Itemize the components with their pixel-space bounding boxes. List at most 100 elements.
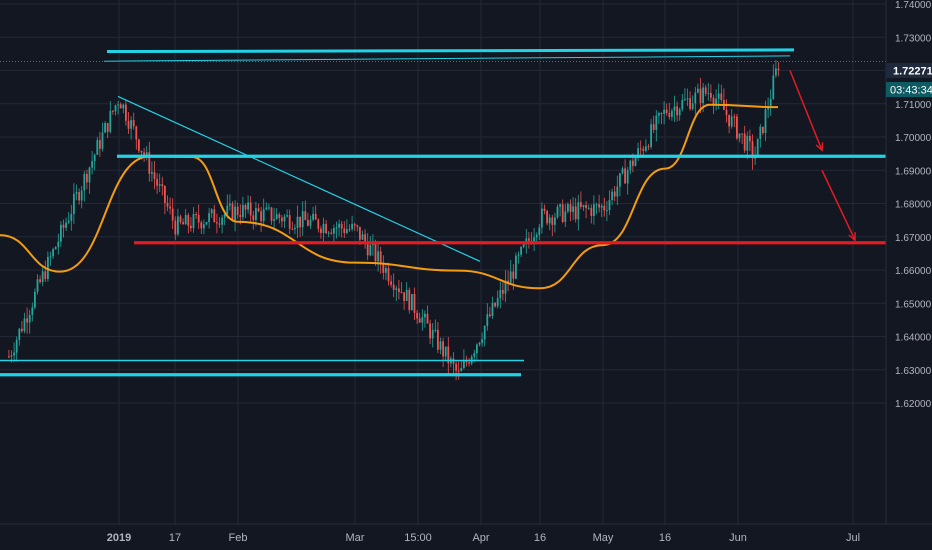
price-tick-label: 1.69000 (895, 166, 932, 177)
candle-body (36, 279, 39, 292)
candle-body (676, 106, 678, 116)
candle-body (600, 205, 603, 208)
candle-body (460, 368, 463, 372)
candle-body (288, 215, 291, 229)
candle-body (273, 219, 275, 221)
candle-body (145, 152, 148, 156)
projection-arrow-shaft[interactable] (789, 70, 823, 151)
candle-body (598, 204, 600, 208)
candle-body (320, 228, 322, 233)
channel-line[interactable] (103, 55, 791, 62)
candle-body (603, 205, 606, 211)
candle-body (533, 237, 535, 244)
time-tick-label: 15:00 (404, 532, 432, 544)
candle-body (93, 154, 96, 162)
candle-body (725, 109, 728, 115)
candle-body (255, 208, 257, 221)
candle-body (309, 219, 312, 226)
candle-body (353, 223, 356, 226)
candle-body (416, 312, 418, 319)
candle-body (99, 140, 101, 149)
candle-body (400, 292, 403, 294)
candle-body (374, 243, 377, 262)
candle-body (395, 288, 398, 290)
candle-body (686, 98, 689, 100)
candle-body (369, 245, 372, 256)
candle-body (286, 215, 288, 217)
candle-body (777, 68, 780, 71)
candle-body (179, 216, 182, 223)
channel-line[interactable] (106, 48, 795, 54)
candle-body (158, 184, 161, 186)
candle-body (34, 291, 36, 308)
candle-body (704, 87, 707, 94)
candle-body (437, 329, 439, 350)
candle-body (307, 220, 309, 226)
candle-body (104, 123, 106, 133)
candle-body (151, 172, 153, 174)
candle-body (317, 219, 320, 229)
candle-body (543, 208, 546, 211)
candle-body (260, 211, 262, 222)
candle-body (413, 294, 416, 313)
candle-body (177, 216, 179, 235)
candle-body (658, 112, 660, 116)
candle-body (767, 107, 769, 110)
candle-body (673, 106, 676, 111)
price-tick-label: 1.66000 (895, 266, 932, 277)
price-tick-label: 1.70000 (895, 133, 932, 144)
candle-body (647, 146, 650, 148)
candle-body (304, 211, 307, 221)
candle-body (720, 93, 723, 101)
candle-body (624, 168, 626, 184)
candle-body (606, 210, 608, 212)
candle-body (554, 217, 556, 225)
candle-body (190, 225, 192, 229)
candle-body (717, 93, 720, 99)
time-axis[interactable]: 2019 17 Feb Mar 15:00 Apr 16 May 16 Jun Jul (107, 532, 860, 544)
candle-body (548, 217, 551, 224)
candle-body (153, 172, 156, 179)
candle-body (52, 249, 54, 257)
candle-body (738, 133, 741, 139)
trendline[interactable] (117, 95, 481, 262)
candle-body (242, 205, 244, 218)
candle-body (164, 186, 166, 203)
candle-body (247, 202, 249, 210)
candle-body (249, 202, 252, 216)
candle-body (468, 362, 470, 364)
candle-body (135, 126, 138, 140)
time-tick-label: Jun (729, 532, 747, 544)
candle-body (106, 123, 109, 132)
candle-body (515, 255, 517, 279)
candle-body (294, 227, 296, 230)
candle-body (270, 207, 273, 221)
candle-body (143, 152, 145, 156)
candle-body (252, 215, 255, 221)
candle-body (491, 302, 494, 317)
candle-body (325, 223, 327, 234)
candle-body (398, 288, 400, 293)
candle-body (296, 216, 299, 228)
projection-arrow-shaft[interactable] (821, 169, 856, 241)
candle-body (132, 120, 135, 127)
drawing-annotations[interactable] (0, 48, 886, 377)
candle-body (73, 193, 75, 214)
candle-body (91, 161, 93, 168)
candle-body (715, 98, 717, 104)
candle-body (390, 281, 392, 285)
candle-body (442, 341, 444, 357)
candle-body (637, 148, 639, 158)
time-tick-label: May (593, 532, 614, 544)
candle-body (652, 124, 655, 130)
candle-body (213, 209, 216, 223)
candle-body (710, 93, 712, 98)
candle-body (707, 93, 710, 95)
price-tick-label: 1.64000 (895, 333, 932, 344)
candle-body (434, 329, 437, 331)
candle-body (333, 228, 335, 234)
candle-body (205, 222, 208, 225)
candle-body (148, 152, 151, 174)
time-tick-label: Jul (846, 532, 860, 544)
